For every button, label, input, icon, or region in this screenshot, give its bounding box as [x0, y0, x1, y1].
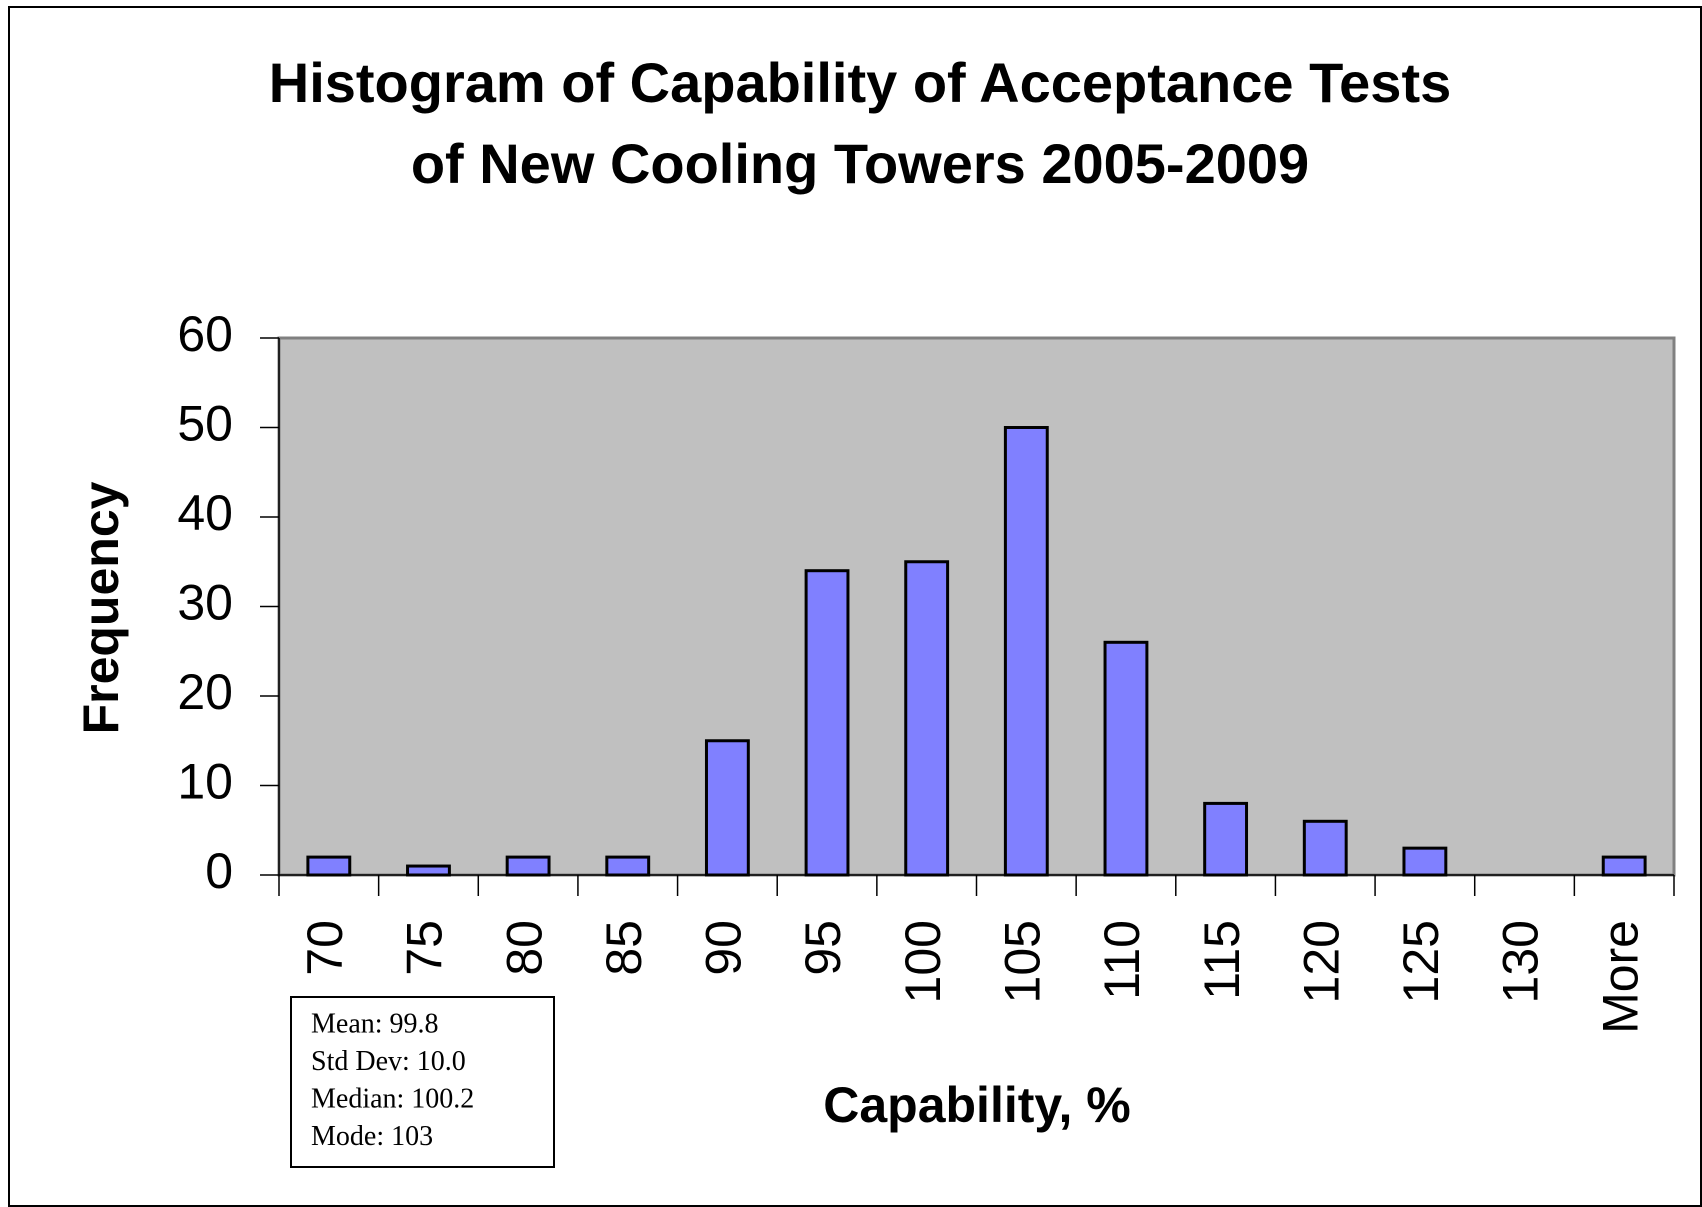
x-tick-label: 125: [1393, 920, 1449, 1003]
x-tick-label: 100: [895, 920, 951, 1003]
chart-title: Histogram of Capability of Acceptance Te…: [269, 51, 1451, 114]
x-tick-label: 120: [1293, 920, 1349, 1003]
x-tick-label: 130: [1493, 920, 1549, 1003]
bar: [804, 569, 850, 877]
x-tick-label: 105: [995, 920, 1051, 1003]
bar: [605, 855, 651, 877]
bar: [1601, 855, 1647, 877]
y-tick-label: 0: [205, 843, 233, 899]
y-tick-label: 20: [177, 664, 233, 720]
x-tick-label: 90: [696, 920, 752, 976]
x-tick-label: 75: [397, 920, 453, 976]
bar: [1402, 846, 1448, 877]
x-tick-label: 70: [297, 920, 353, 976]
bar: [1003, 426, 1049, 877]
bar: [904, 560, 950, 877]
bar: [1302, 819, 1348, 877]
x-tick-label: More: [1592, 920, 1648, 1034]
y-tick-label: 10: [177, 754, 233, 810]
chart-title: of New Cooling Towers 2005-2009: [411, 132, 1309, 195]
x-tick-label: 115: [1194, 920, 1250, 1000]
bar: [704, 739, 750, 877]
x-tick-label: 85: [596, 920, 652, 976]
bar: [306, 855, 352, 877]
y-tick-label: 60: [177, 306, 233, 362]
x-tick-label: 110: [1094, 920, 1150, 1000]
stats-box: [290, 996, 555, 1168]
x-axis-label: Capability, %: [823, 1077, 1130, 1133]
y-axis-label: Frequency: [73, 481, 129, 734]
y-tick-label: 40: [177, 485, 233, 541]
stats-line: Mode: 103: [311, 1121, 433, 1152]
chart-border: [8, 6, 1702, 1207]
x-tick-label: 95: [795, 920, 851, 976]
bar: [505, 855, 551, 877]
stats-line: Std Dev: 10.0: [311, 1046, 466, 1077]
stats-line: Mean: 99.8: [311, 1008, 439, 1039]
bar: [1103, 640, 1149, 877]
y-tick-label: 30: [177, 575, 233, 631]
plot-area: [277, 336, 1676, 877]
x-tick-label: 80: [496, 920, 552, 976]
bar: [406, 864, 451, 877]
bar: [1203, 801, 1249, 877]
stats-line: Median: 100.2: [311, 1083, 474, 1114]
y-tick-label: 50: [177, 396, 233, 452]
